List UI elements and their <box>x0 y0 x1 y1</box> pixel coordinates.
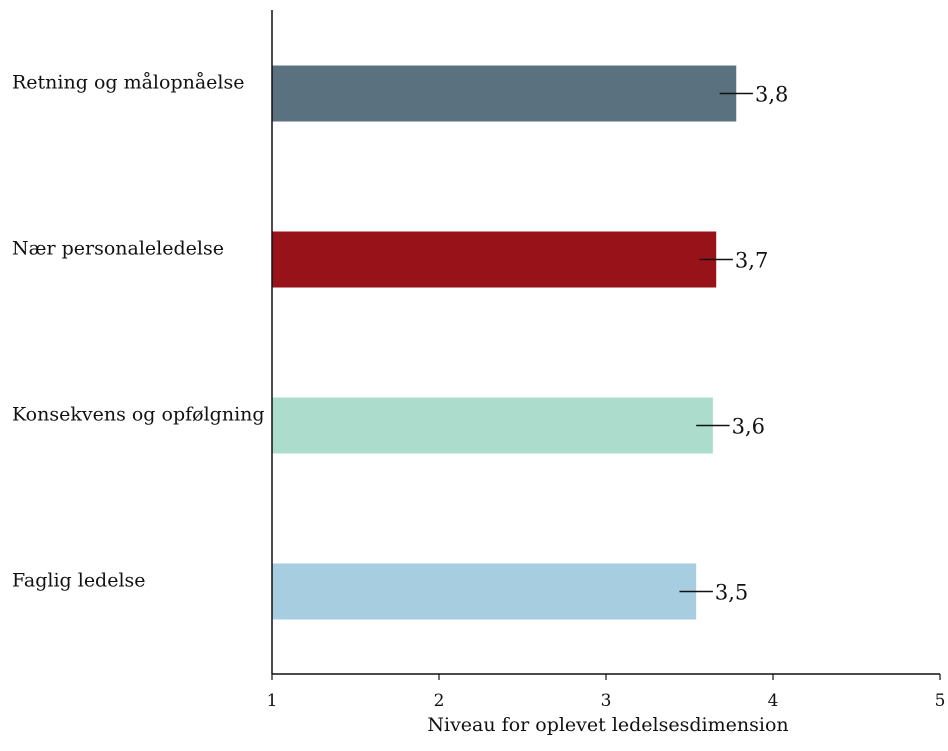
category-label-3: Konsekvens og opfølgning <box>12 404 265 426</box>
value-label-2: 3,7 <box>735 249 768 273</box>
category-label-2: Nær personaleledelse <box>12 238 224 260</box>
x-tick-label-3: 3 <box>601 691 612 711</box>
value-label-4: 3,5 <box>715 581 748 605</box>
error-bars-layer <box>679 92 753 593</box>
value-label-1: 3,8 <box>755 83 788 107</box>
bar-2 <box>272 231 717 288</box>
bar-3 <box>272 397 713 454</box>
x-tick-label-4: 4 <box>768 691 779 711</box>
x-tick-label-5: 5 <box>935 691 946 711</box>
x-tick-label-1: 1 <box>267 691 278 711</box>
bars-layer <box>272 65 737 620</box>
value-label-3: 3,6 <box>732 415 765 439</box>
category-label-1: Retning og målopnåelse <box>12 72 244 94</box>
x-axis-ticks: 1 2 3 4 5 <box>267 674 946 711</box>
category-label-4: Faglig ledelse <box>12 570 146 592</box>
labels-layer: 3,8 Retning og målopnåelse 3,7 Nær personal… <box>12 72 788 605</box>
x-tick-label-2: 2 <box>434 691 445 711</box>
x-axis-title: Niveau for oplevet ledelsesdimension <box>427 714 788 736</box>
bar-4 <box>272 563 697 620</box>
bar-1 <box>272 65 737 122</box>
